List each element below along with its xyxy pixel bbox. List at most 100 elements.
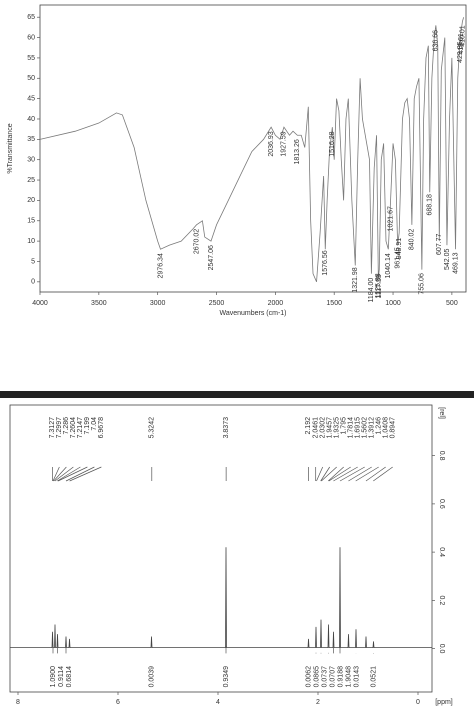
peak-leader xyxy=(333,466,358,482)
peak-label: 755.06 xyxy=(419,273,426,295)
peak-label: 410.01 xyxy=(459,25,466,47)
y-tick-label: 40 xyxy=(27,116,35,123)
x-tick-label: 2000 xyxy=(268,300,284,307)
integral-label: 0.9114 xyxy=(58,666,65,687)
y-axis-title: %Transmittance xyxy=(7,123,14,173)
peak-label: 688.18 xyxy=(427,194,434,216)
y-tick-label: 0.2 xyxy=(438,595,445,605)
integral-label: 1.9048 xyxy=(345,666,352,688)
peak-leader xyxy=(328,466,351,482)
peak-leader xyxy=(52,466,60,482)
x-tick-label: 4000 xyxy=(32,300,48,307)
x-tick-label: 8 xyxy=(16,699,20,706)
peak-leader xyxy=(321,466,337,482)
peak-leader xyxy=(348,466,372,482)
x-tick-label: 1000 xyxy=(385,300,401,307)
peak-label: 1040.14 xyxy=(385,253,392,278)
peak-label: 7.2604 xyxy=(70,417,77,439)
peak-leader xyxy=(65,466,95,482)
integral-label: 0.0737 xyxy=(321,666,328,688)
integral-label: 0.6814 xyxy=(66,666,73,688)
y-tick-label: 0.4 xyxy=(438,547,445,557)
y-axis-title: [rel] xyxy=(438,407,445,419)
peak-leader xyxy=(328,466,344,482)
integral-label: 0.0707 xyxy=(329,666,336,688)
peak-label: 607.77 xyxy=(436,233,443,255)
x-tick-label: 3500 xyxy=(91,300,107,307)
peak-leader xyxy=(57,466,81,482)
peak-label: 419.61 xyxy=(458,33,465,55)
peak-label: 2547.06 xyxy=(208,245,215,270)
peak-label: 948.91 xyxy=(396,238,403,260)
peak-leader xyxy=(69,466,102,482)
x-tick-label: 0 xyxy=(416,699,420,706)
peak-leader xyxy=(53,466,67,482)
peak-label: 1.5602 xyxy=(362,417,369,439)
peak-label: 2976.34 xyxy=(157,253,164,278)
plot-frame xyxy=(39,4,467,293)
integral-label: 0.0521 xyxy=(370,666,377,688)
peak-label: 7.2147 xyxy=(77,417,84,439)
peak-label: 1813.26 xyxy=(294,139,301,164)
peak-label: 1.3912 xyxy=(369,417,376,439)
peak-label: 1576.56 xyxy=(322,250,329,275)
y-tick-label: 45 xyxy=(27,95,35,102)
peak-leader xyxy=(373,466,393,482)
peak-label: 1.9325 xyxy=(334,417,341,439)
y-tick-label: 5 xyxy=(31,258,35,265)
x-tick-label: 2500 xyxy=(209,300,225,307)
peak-label: 0.8947 xyxy=(390,417,397,439)
y-tick-label: 15 xyxy=(27,218,35,225)
peak-label: 7.199 xyxy=(84,417,91,435)
integral-label: 0.0865 xyxy=(313,666,320,688)
y-tick-label: 0.0 xyxy=(438,644,445,654)
peak-label: 1516.28 xyxy=(329,131,336,156)
y-tick-label: 35 xyxy=(27,136,35,143)
y-tick-label: 0 xyxy=(31,279,35,286)
peak-label: 840.02 xyxy=(409,229,416,251)
peak-label: 2036.93 xyxy=(268,131,275,156)
peak-leader xyxy=(320,466,330,482)
peak-leader xyxy=(316,466,324,482)
x-tick-label: 6 xyxy=(116,699,120,706)
integral-label: 0.9188 xyxy=(337,666,344,688)
peak-label: 2.192 xyxy=(305,417,312,435)
integral-label: 1.0900 xyxy=(50,666,57,688)
y-tick-label: 20 xyxy=(27,197,35,204)
peak-leader xyxy=(57,466,88,482)
peak-label: 1.795 xyxy=(341,417,348,435)
peak-label: 1.246 xyxy=(376,417,383,435)
y-tick-label: 50 xyxy=(27,75,35,82)
peak-label: 3.8373 xyxy=(223,417,230,439)
spectrum-line xyxy=(39,17,465,282)
integral-label: 0.0143 xyxy=(353,666,360,688)
spectrum-line xyxy=(10,547,432,649)
plot-frame xyxy=(9,404,433,693)
x-tick-label: 3000 xyxy=(150,300,166,307)
integral-label: 0.0062 xyxy=(305,666,312,688)
x-tick-label: 4 xyxy=(216,699,220,706)
y-tick-label: 60 xyxy=(27,34,35,41)
peak-label: 1117.55 xyxy=(376,274,383,298)
y-tick-label: 25 xyxy=(27,177,35,184)
peak-label: 2.0302 xyxy=(320,417,327,439)
peak-label: 5.3242 xyxy=(149,417,156,439)
peak-label: 1125.88 xyxy=(375,273,382,298)
peak-label: 1.7814 xyxy=(348,417,355,439)
peak-label: 7.286 xyxy=(63,417,70,435)
peak-leader xyxy=(355,466,379,482)
y-tick-label: 0.8 xyxy=(438,451,445,461)
peak-label: 1184.00 xyxy=(368,278,375,303)
peak-label: 469.13 xyxy=(452,252,459,274)
x-tick-label: 2 xyxy=(316,699,320,706)
y-tick-label: 55 xyxy=(27,55,35,62)
peak-label: 429.85 xyxy=(457,41,464,63)
x-tick-label: 500 xyxy=(446,300,458,307)
peak-label: 1.0408 xyxy=(383,417,390,439)
peak-label: 542.05 xyxy=(444,249,451,271)
peak-label: 961.45 xyxy=(394,247,401,269)
peak-label: 1021.67 xyxy=(387,206,394,231)
peak-label: 1.9457 xyxy=(327,417,334,439)
x-tick-label: 1500 xyxy=(326,300,342,307)
